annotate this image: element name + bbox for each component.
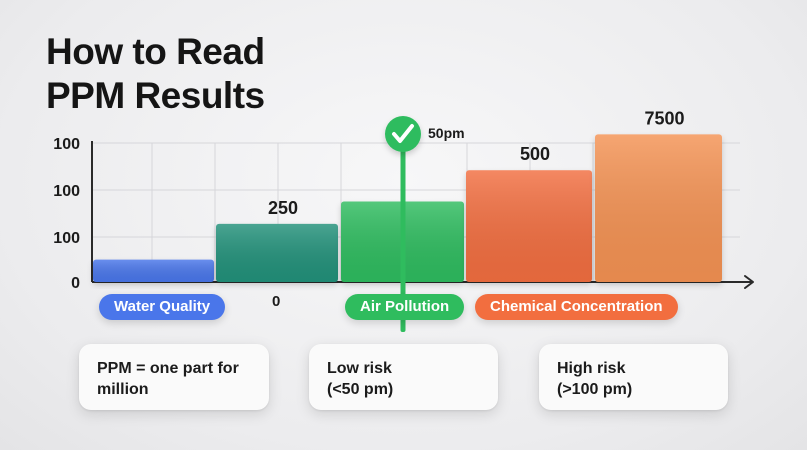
page-title: How to Read PPM Results: [46, 30, 265, 118]
info-card-low-risk: Low risk (<50 pm): [309, 344, 498, 410]
chart-bars: 250 500 7500: [93, 108, 722, 282]
bar-value-label: 500: [520, 144, 550, 164]
x-axis-arrow-icon: [744, 275, 754, 289]
bar-value-label: 250: [268, 198, 298, 218]
bar-highlight: [216, 223, 338, 282]
title-line-1: How to Read: [46, 31, 265, 72]
card-line: PPM = one part for: [97, 360, 239, 377]
card-line: High risk: [557, 360, 626, 377]
y-tick-label: 0: [71, 275, 80, 292]
x-zero-label: 0: [272, 293, 281, 310]
y-axis-ticks: 0 100 100 100: [53, 136, 80, 292]
card-line: million: [97, 381, 149, 398]
card-line: (>100 pm): [557, 381, 633, 398]
bar-highlight: [466, 170, 592, 282]
category-pill-chemical-concentration: Chemical Concentration: [475, 294, 678, 320]
y-tick-label: 100: [53, 136, 80, 153]
info-card-high-risk: High risk (>100 pm): [539, 344, 728, 410]
bar-highlight: [93, 259, 214, 282]
y-tick-label: 100: [53, 183, 80, 200]
category-pill-water-quality: Water Quality: [99, 294, 226, 320]
threshold-marker: 50pm: [385, 116, 465, 332]
bar-highlight: [595, 134, 722, 282]
y-tick-label: 100: [53, 230, 80, 247]
card-line: (<50 pm): [327, 381, 394, 398]
bar-value-label: 7500: [644, 108, 684, 128]
check-icon: [392, 124, 414, 143]
category-pill-air-pollution: Air Pollution: [345, 294, 465, 320]
check-circle: [385, 116, 421, 152]
title-line-2: PPM Results: [46, 75, 265, 116]
threshold-label: 50pm: [428, 125, 465, 141]
info-card-definition: PPM = one part for million: [79, 344, 269, 410]
threshold-line: [400, 140, 406, 332]
card-line: Low risk: [327, 360, 392, 377]
